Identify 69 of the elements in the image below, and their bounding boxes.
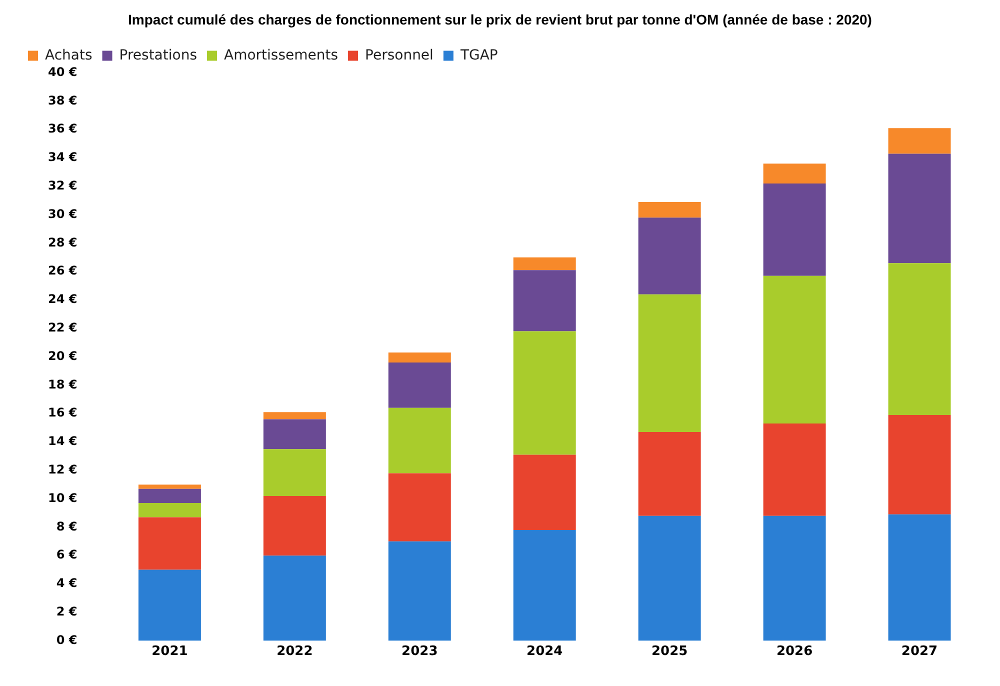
legend-label: Personnel bbox=[365, 47, 434, 64]
y-tick-label: 40 € bbox=[48, 64, 78, 79]
y-tick-label: 4 € bbox=[56, 576, 78, 590]
bar bbox=[513, 270, 576, 332]
bar bbox=[888, 263, 951, 416]
bar bbox=[638, 294, 701, 432]
x-tick-label: 2023 bbox=[402, 644, 438, 659]
y-tick-label: 16 € bbox=[48, 406, 78, 420]
bar bbox=[263, 412, 326, 420]
bar bbox=[763, 424, 826, 516]
y-tick-label: 24 € bbox=[48, 292, 78, 306]
y-tick-label: 6 € bbox=[56, 548, 78, 562]
x-tick-label: 2021 bbox=[152, 644, 188, 659]
bar bbox=[763, 164, 826, 184]
y-tick-label: 32 € bbox=[48, 178, 78, 193]
bar bbox=[888, 514, 951, 641]
bar bbox=[138, 488, 201, 504]
y-tick-label: 38 € bbox=[48, 93, 78, 108]
x-tick-label: 2026 bbox=[776, 644, 813, 659]
bar bbox=[888, 154, 951, 264]
bar bbox=[763, 516, 826, 641]
bar bbox=[263, 449, 326, 496]
y-tick-label: 12 € bbox=[48, 462, 78, 477]
bar bbox=[138, 570, 201, 641]
y-tick-label: 28 € bbox=[48, 235, 78, 250]
bar bbox=[513, 331, 576, 455]
bar bbox=[638, 218, 701, 294]
y-tick-label: 8 € bbox=[56, 519, 78, 534]
bar bbox=[263, 496, 326, 556]
x-tick-label: 2022 bbox=[276, 644, 313, 659]
y-tick-label: 10 € bbox=[48, 490, 78, 505]
bar bbox=[138, 503, 201, 518]
bar bbox=[888, 128, 951, 154]
bar bbox=[138, 517, 201, 570]
y-tick-label: 26 € bbox=[48, 264, 78, 278]
bar bbox=[638, 202, 701, 218]
legend-label: Amortissements bbox=[224, 47, 338, 64]
bar bbox=[763, 184, 826, 276]
bar bbox=[263, 556, 326, 641]
bar bbox=[638, 432, 701, 516]
y-tick-label: 34 € bbox=[48, 150, 78, 164]
x-tick-label: 2024 bbox=[526, 644, 563, 659]
y-tick-label: 22 € bbox=[48, 320, 78, 335]
y-tick-label: 20 € bbox=[48, 348, 78, 363]
legend-label: TGAP bbox=[459, 47, 498, 64]
y-tick-label: 36 € bbox=[48, 122, 78, 136]
y-tick-label: 18 € bbox=[48, 377, 78, 392]
bar bbox=[888, 415, 951, 514]
bar bbox=[388, 352, 451, 362]
bar bbox=[513, 257, 576, 270]
bar bbox=[388, 541, 451, 641]
bar bbox=[388, 408, 451, 474]
bar bbox=[388, 362, 451, 408]
bar bbox=[763, 276, 826, 424]
bar bbox=[638, 516, 701, 641]
y-tick-label: 30 € bbox=[48, 206, 78, 221]
bar bbox=[513, 454, 576, 530]
bar bbox=[388, 473, 451, 542]
y-tick-label: 14 € bbox=[48, 434, 78, 448]
bar bbox=[513, 530, 576, 641]
chart-title: Impact cumulé des charges de fonctionnement sur le prix de revient brut par tonne d'OM (année de base : 2020) bbox=[128, 11, 872, 28]
bar bbox=[263, 419, 326, 450]
bar bbox=[138, 484, 201, 489]
legend-label: Achats bbox=[45, 47, 92, 64]
y-tick-label: 0 € bbox=[56, 632, 78, 647]
legend-label: Prestations bbox=[119, 47, 197, 64]
y-tick-label: 2 € bbox=[56, 604, 78, 619]
x-tick-label: 2025 bbox=[651, 644, 688, 659]
x-tick-label: 2027 bbox=[901, 644, 938, 659]
